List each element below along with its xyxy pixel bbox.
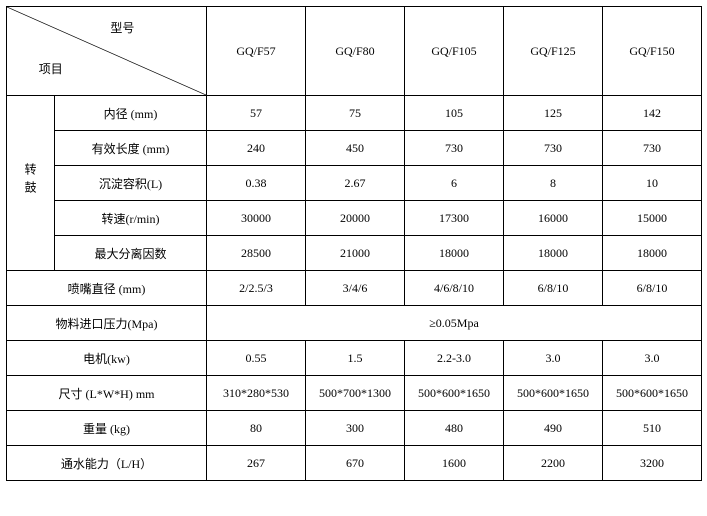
row-label: 沉淀容积(L): [55, 166, 207, 201]
cell: 10: [603, 166, 702, 201]
cell: 1600: [405, 446, 504, 481]
cell: 3.0: [504, 341, 603, 376]
cell: 3/4/6: [306, 271, 405, 306]
cell: 480: [405, 411, 504, 446]
cell: 0.55: [207, 341, 306, 376]
table-row: 沉淀容积(L) 0.38 2.67 6 8 10: [7, 166, 702, 201]
model-col: GQ/F105: [405, 7, 504, 96]
row-label: 转速(r/min): [55, 201, 207, 236]
cell: 300: [306, 411, 405, 446]
cell: 500*600*1650: [405, 376, 504, 411]
cell: 310*280*530: [207, 376, 306, 411]
merged-cell: ≥0.05Mpa: [207, 306, 702, 341]
cell: 20000: [306, 201, 405, 236]
table-row: 有效长度 (mm) 240 450 730 730 730: [7, 131, 702, 166]
model-col: GQ/F57: [207, 7, 306, 96]
cell: 57: [207, 96, 306, 131]
table-row: 最大分离因数 28500 21000 18000 18000 18000: [7, 236, 702, 271]
table-row: 通水能力（L/H） 267 670 1600 2200 3200: [7, 446, 702, 481]
cell: 500*600*1650: [504, 376, 603, 411]
cell: 142: [603, 96, 702, 131]
row-label: 重量 (kg): [7, 411, 207, 446]
header-row: 型号 项目 GQ/F57 GQ/F80 GQ/F105 GQ/F125 GQ/F…: [7, 7, 702, 96]
row-label: 通水能力（L/H）: [7, 446, 207, 481]
cell: 105: [405, 96, 504, 131]
model-col: GQ/F150: [603, 7, 702, 96]
cell: 4/6/8/10: [405, 271, 504, 306]
cell: 6/8/10: [504, 271, 603, 306]
row-label: 物料进口压力(Mpa): [7, 306, 207, 341]
table-row: 转鼓 内径 (mm) 57 75 105 125 142: [7, 96, 702, 131]
cell: 15000: [603, 201, 702, 236]
cell: 8: [504, 166, 603, 201]
cell: 490: [504, 411, 603, 446]
cell: 670: [306, 446, 405, 481]
cell: 730: [504, 131, 603, 166]
cell: 730: [603, 131, 702, 166]
cell: 6: [405, 166, 504, 201]
cell: 125: [504, 96, 603, 131]
cell: 240: [207, 131, 306, 166]
cell: 80: [207, 411, 306, 446]
cell: 75: [306, 96, 405, 131]
model-col: GQ/F125: [504, 7, 603, 96]
cell: 500*600*1650: [603, 376, 702, 411]
table-row: 物料进口压力(Mpa) ≥0.05Mpa: [7, 306, 702, 341]
table-row: 尺寸 (L*W*H) mm 310*280*530 500*700*1300 5…: [7, 376, 702, 411]
cell: 2/2.5/3: [207, 271, 306, 306]
row-label: 最大分离因数: [55, 236, 207, 271]
cell: 2200: [504, 446, 603, 481]
table-row: 重量 (kg) 80 300 480 490 510: [7, 411, 702, 446]
header-top-label: 型号: [110, 19, 134, 36]
drum-section-label: 转鼓: [7, 96, 55, 271]
row-label: 内径 (mm): [55, 96, 207, 131]
cell: 3200: [603, 446, 702, 481]
row-label: 电机(kw): [7, 341, 207, 376]
cell: 18000: [603, 236, 702, 271]
cell: 28500: [207, 236, 306, 271]
cell: 267: [207, 446, 306, 481]
header-bottom-label: 项目: [39, 60, 63, 77]
table-row: 电机(kw) 0.55 1.5 2.2-3.0 3.0 3.0: [7, 341, 702, 376]
row-label: 尺寸 (L*W*H) mm: [7, 376, 207, 411]
cell: 500*700*1300: [306, 376, 405, 411]
row-label: 喷嘴直径 (mm): [7, 271, 207, 306]
cell: 21000: [306, 236, 405, 271]
cell: 730: [405, 131, 504, 166]
cell: 2.2-3.0: [405, 341, 504, 376]
cell: 30000: [207, 201, 306, 236]
cell: 450: [306, 131, 405, 166]
cell: 3.0: [603, 341, 702, 376]
cell: 17300: [405, 201, 504, 236]
cell: 6/8/10: [603, 271, 702, 306]
model-col: GQ/F80: [306, 7, 405, 96]
cell: 510: [603, 411, 702, 446]
table-row: 转速(r/min) 30000 20000 17300 16000 15000: [7, 201, 702, 236]
spec-table: 型号 项目 GQ/F57 GQ/F80 GQ/F105 GQ/F125 GQ/F…: [6, 6, 702, 481]
table-row: 喷嘴直径 (mm) 2/2.5/3 3/4/6 4/6/8/10 6/8/10 …: [7, 271, 702, 306]
cell: 18000: [405, 236, 504, 271]
cell: 18000: [504, 236, 603, 271]
diagonal-header: 型号 项目: [7, 7, 207, 96]
cell: 2.67: [306, 166, 405, 201]
cell: 0.38: [207, 166, 306, 201]
row-label: 有效长度 (mm): [55, 131, 207, 166]
cell: 1.5: [306, 341, 405, 376]
cell: 16000: [504, 201, 603, 236]
